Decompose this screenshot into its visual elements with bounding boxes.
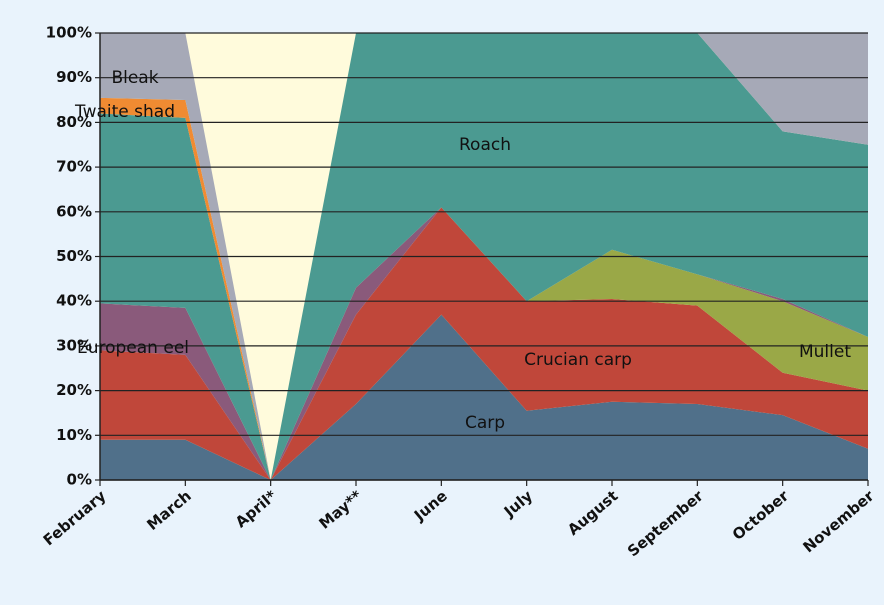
y-tick-label: 40% (56, 292, 92, 310)
y-tick-label: 20% (56, 381, 92, 399)
x-tick-label: June (410, 487, 451, 525)
x-tick-label: February (40, 487, 110, 550)
y-tick-label: 90% (56, 68, 92, 86)
x-tick-label: March (143, 487, 194, 534)
area (100, 33, 868, 480)
y-tick-label: 80% (56, 113, 92, 131)
series-label: Crucian carp (524, 350, 632, 370)
area (100, 207, 868, 480)
series-label: Carp (465, 413, 505, 433)
x-tick-label: November (799, 486, 877, 556)
x-tick-label: July (500, 487, 536, 522)
x-tick-label: August (564, 487, 621, 539)
y-tick-label: 50% (56, 247, 92, 265)
x-tick-label: April* (232, 487, 280, 532)
series-label: Bleak (111, 68, 158, 88)
series-label: European eel (77, 338, 189, 358)
x-tick-label: October (729, 486, 793, 544)
y-tick-label: 70% (56, 158, 92, 176)
series-label: Mullet (799, 342, 851, 362)
series-label: Roach (459, 135, 511, 155)
y-tick-label: 10% (56, 426, 92, 444)
y-tick-label: 100% (46, 24, 92, 42)
x-tick-label: May** (316, 487, 366, 533)
y-tick-label: 60% (56, 202, 92, 220)
area (100, 207, 868, 480)
x-tick-label: September (624, 486, 707, 560)
y-tick-label: 0% (67, 471, 92, 489)
series-label: Twaite shad (74, 102, 175, 122)
area (100, 314, 868, 480)
y-tick-label: 30% (56, 336, 92, 354)
